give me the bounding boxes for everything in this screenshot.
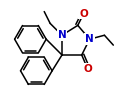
Text: N: N (85, 34, 94, 44)
Text: O: O (79, 9, 88, 19)
Text: N: N (58, 30, 66, 40)
Text: O: O (83, 64, 92, 74)
